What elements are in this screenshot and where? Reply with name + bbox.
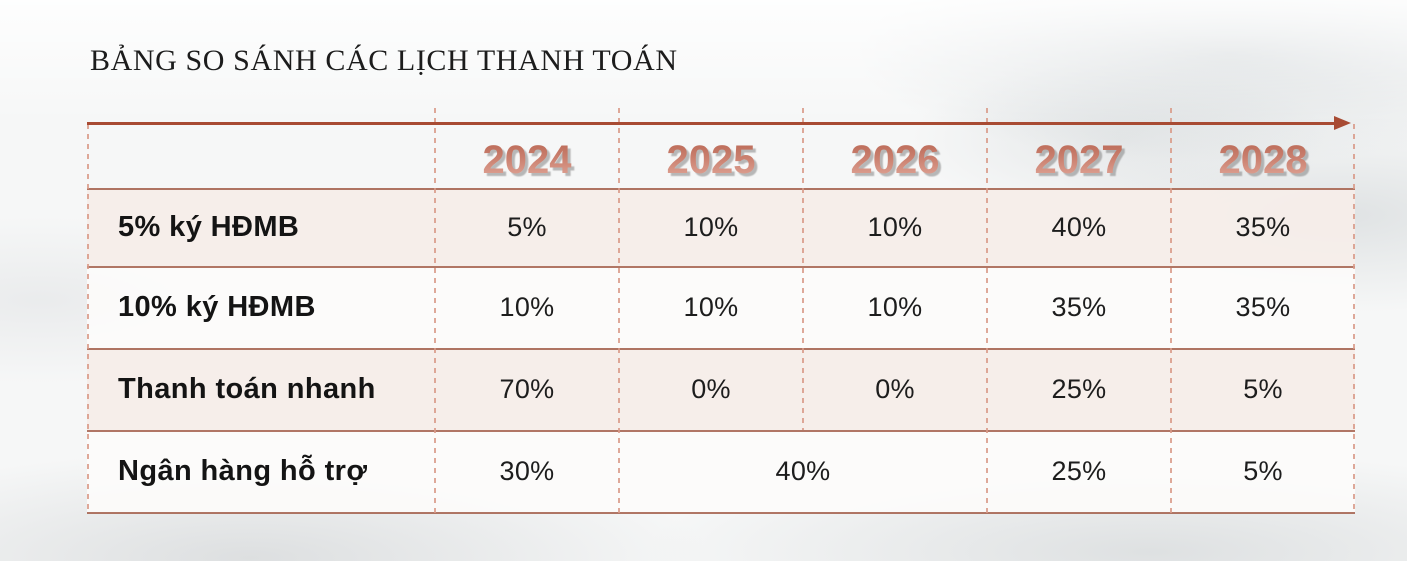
cell-value: 10% — [867, 291, 923, 322]
cell-value: 5% — [507, 211, 547, 242]
arrow-right-icon — [1334, 116, 1351, 130]
grid-line-dashed — [986, 108, 988, 513]
row-label: 5% ký HĐMB — [118, 210, 300, 243]
row-label: Thanh toán nhanh — [118, 372, 376, 405]
year-header-2024: 2024 — [435, 134, 619, 186]
cell-value: 10% — [683, 211, 739, 242]
grid-line-dashed — [618, 108, 620, 513]
cell-value: 10% — [499, 291, 555, 322]
page-title: BẢNG SO SÁNH CÁC LỊCH THANH TOÁN — [90, 44, 678, 77]
table-row-thanh-toan-nhanh: Thanh toán nhanh 70% 0% 0% 25% 5% — [87, 348, 1355, 430]
cell-value: 40% — [1051, 211, 1107, 242]
cell-value: 10% — [683, 291, 739, 322]
grid-line-horizontal — [87, 348, 1355, 350]
cell-value: 25% — [1051, 456, 1107, 486]
cell-value: 35% — [1235, 211, 1291, 242]
table-row-ngan-hang-ho-tro: Ngân hàng hỗ trợ 30% 40% 25% 5% — [87, 430, 1355, 513]
grid-line-horizontal — [87, 188, 1355, 190]
year-header-2025: 2025 — [619, 134, 803, 186]
year-header-2026: 2026 — [803, 134, 987, 186]
table-row-10pct-hdmb: 10% ký HĐMB 10% 10% 10% 35% 35% — [87, 266, 1355, 348]
grid-line-dashed-left-border — [87, 124, 89, 513]
cell-value-merged-2025-2026: 40% — [775, 456, 831, 486]
timeline-arrow-line — [87, 122, 1335, 125]
grid-line-horizontal — [87, 512, 1355, 514]
cell-value: 5% — [1243, 456, 1283, 486]
payment-comparison-table: 2024 2025 2026 2027 2028 5% ký HĐMB 5% 1… — [87, 108, 1355, 514]
grid-line-horizontal — [87, 430, 1355, 432]
grid-line-dashed-right-border — [1353, 124, 1355, 513]
row-label: Ngân hàng hỗ trợ — [118, 455, 368, 487]
year-header-2027: 2027 — [987, 134, 1171, 186]
year-header-row: 2024 2025 2026 2027 2028 — [87, 134, 1355, 186]
cell-value: 10% — [867, 211, 923, 242]
cell-value: 30% — [499, 456, 555, 486]
grid-line-horizontal — [87, 266, 1355, 268]
cell-value: 0% — [875, 373, 915, 404]
cell-value: 35% — [1051, 291, 1107, 322]
grid-line-dashed — [434, 108, 436, 513]
row-label: 10% ký HĐMB — [118, 290, 316, 323]
cell-value: 35% — [1235, 291, 1291, 322]
cell-value: 70% — [499, 373, 555, 404]
cell-value: 0% — [691, 373, 731, 404]
table-row-5pct-hdmb: 5% ký HĐMB 5% 10% 10% 40% 35% — [87, 188, 1355, 266]
grid-line-dashed-partial — [802, 108, 804, 430]
grid-line-dashed — [1170, 108, 1172, 513]
year-header-2028: 2028 — [1171, 134, 1355, 186]
cell-value: 5% — [1243, 373, 1283, 404]
cell-value: 25% — [1051, 373, 1107, 404]
